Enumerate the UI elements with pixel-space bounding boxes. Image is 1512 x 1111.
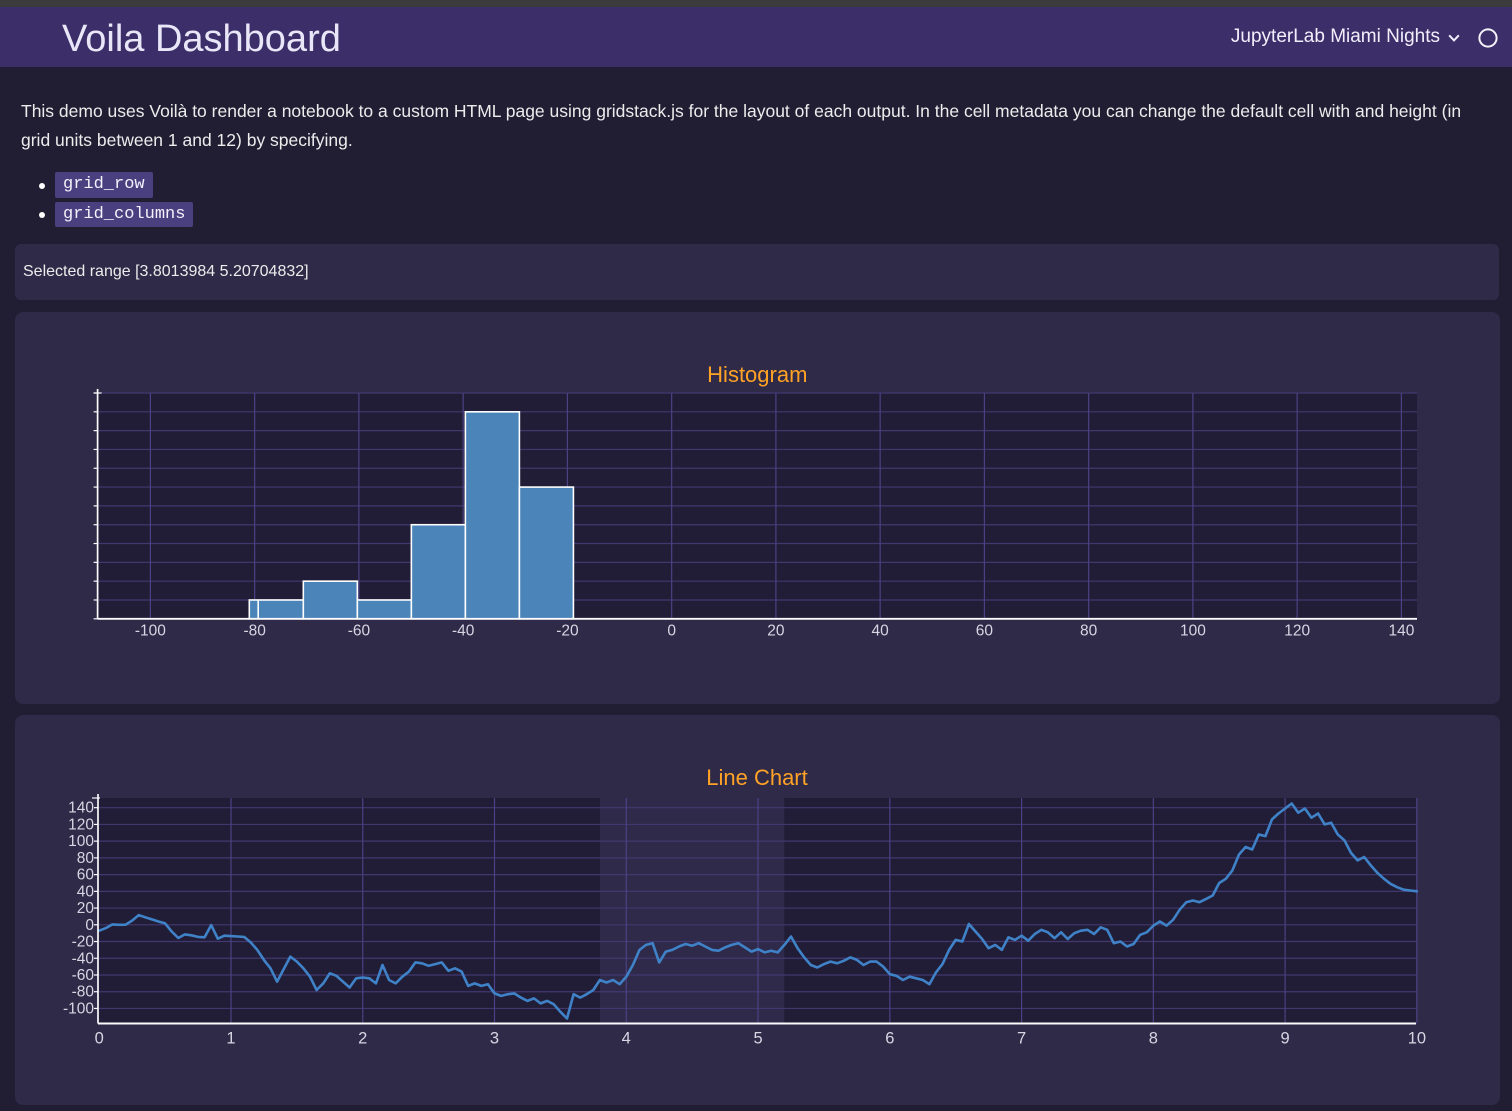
svg-text:100: 100	[1180, 622, 1206, 639]
svg-text:20: 20	[77, 900, 95, 917]
svg-text:-20: -20	[72, 934, 95, 951]
svg-text:60: 60	[77, 867, 95, 884]
svg-text:0: 0	[95, 1030, 104, 1048]
svg-text:120: 120	[68, 816, 94, 833]
svg-text:-40: -40	[452, 622, 475, 639]
svg-text:Line Chart: Line Chart	[706, 765, 808, 790]
svg-text:-40: -40	[72, 950, 95, 967]
svg-text:2: 2	[358, 1030, 367, 1048]
svg-text:3: 3	[490, 1030, 499, 1048]
svg-text:1: 1	[226, 1030, 235, 1048]
svg-text:-80: -80	[72, 984, 95, 1001]
svg-text:-60: -60	[348, 622, 371, 639]
svg-text:-60: -60	[72, 967, 95, 984]
svg-text:6: 6	[885, 1030, 894, 1048]
svg-text:100: 100	[68, 833, 94, 850]
svg-text:80: 80	[1080, 622, 1098, 639]
svg-text:20: 20	[767, 622, 785, 639]
svg-text:5: 5	[753, 1030, 762, 1048]
svg-text:10: 10	[1408, 1030, 1426, 1048]
svg-text:120: 120	[1284, 622, 1310, 639]
svg-text:-20: -20	[556, 622, 579, 639]
svg-text:9: 9	[1281, 1030, 1290, 1048]
svg-text:7: 7	[1017, 1030, 1026, 1048]
svg-text:60: 60	[976, 622, 994, 639]
svg-text:40: 40	[872, 622, 890, 639]
svg-text:80: 80	[77, 850, 95, 867]
svg-text:0: 0	[85, 917, 94, 934]
svg-text:-100: -100	[135, 622, 166, 639]
svg-text:40: 40	[77, 883, 95, 900]
svg-text:-80: -80	[243, 622, 266, 639]
svg-text:-100: -100	[63, 1000, 94, 1017]
svg-text:Histogram: Histogram	[707, 362, 807, 387]
svg-text:8: 8	[1149, 1030, 1158, 1048]
svg-text:4: 4	[622, 1030, 631, 1048]
svg-text:0: 0	[667, 622, 676, 639]
svg-text:140: 140	[68, 800, 94, 817]
svg-text:140: 140	[1388, 622, 1414, 639]
